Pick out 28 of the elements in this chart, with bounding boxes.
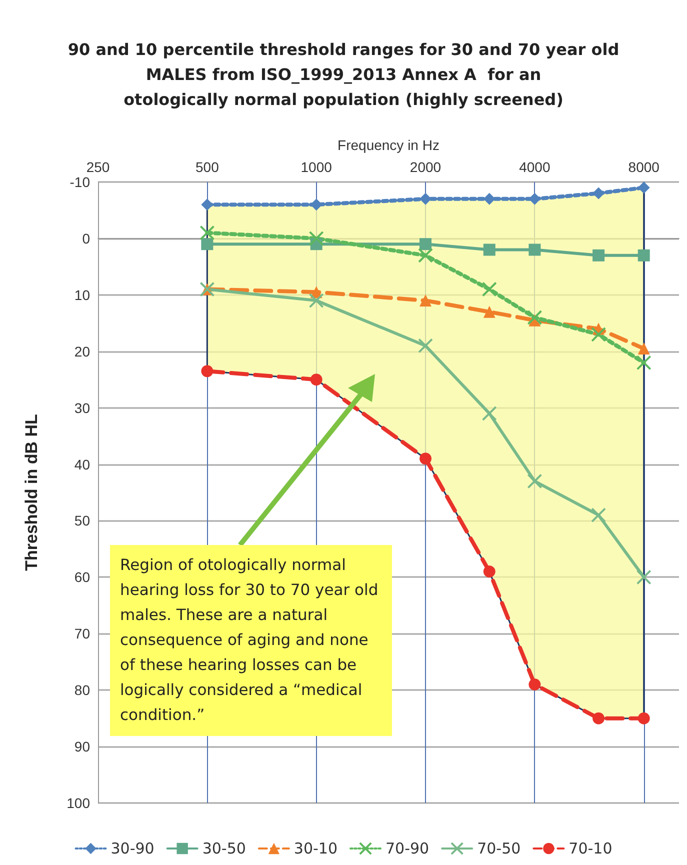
legend-label: 70-50: [477, 840, 521, 858]
y-tick-label: 20: [74, 343, 90, 360]
x-axis-title: Frequency in Hz: [338, 137, 440, 153]
x-tick-label: 250: [86, 159, 110, 175]
legend-label: 30-10: [294, 840, 338, 858]
x-tick-label: 8000: [628, 159, 660, 175]
y-tick-label: 10: [74, 286, 90, 303]
x-tick-label: 4000: [519, 159, 550, 175]
y-tick-label: 80: [74, 682, 90, 698]
legend-label: 70-10: [568, 840, 612, 858]
legend-label: 30-50: [202, 840, 246, 858]
legend-label: 70-90: [386, 840, 430, 858]
y-tick-label: 40: [74, 456, 90, 472]
y-tick-label: -10: [70, 174, 90, 190]
y-tick-label: 60: [74, 569, 90, 586]
x-tick-label: 2000: [410, 159, 442, 175]
y-tick-label: 30: [74, 400, 90, 416]
annotation: Region of otologically normal hearing loss for 30 to 70 year old males. These are a natural consequence of aging and none of these hearing losses can be logically considered a “medical condition.”: [110, 545, 392, 736]
legend-label: 30-90: [110, 840, 154, 858]
x-tick-label: 500: [195, 159, 220, 175]
y-tick-label: 70: [74, 626, 90, 642]
y-tick-label: 100: [66, 795, 90, 811]
y-tick-label: 90: [74, 738, 90, 755]
y-tick-label: 0: [82, 230, 90, 246]
y-axis-title: Threshold in dB HL: [22, 414, 41, 571]
y-tick-label: 50: [74, 512, 90, 529]
chart-title: 90 and 10 percentile threshold ranges for 30 and 70 year old MALES from ISO_1999_2013 Annex A for an otologically normal population (highly screened): [68, 40, 620, 109]
x-tick-label: 1000: [300, 159, 332, 175]
